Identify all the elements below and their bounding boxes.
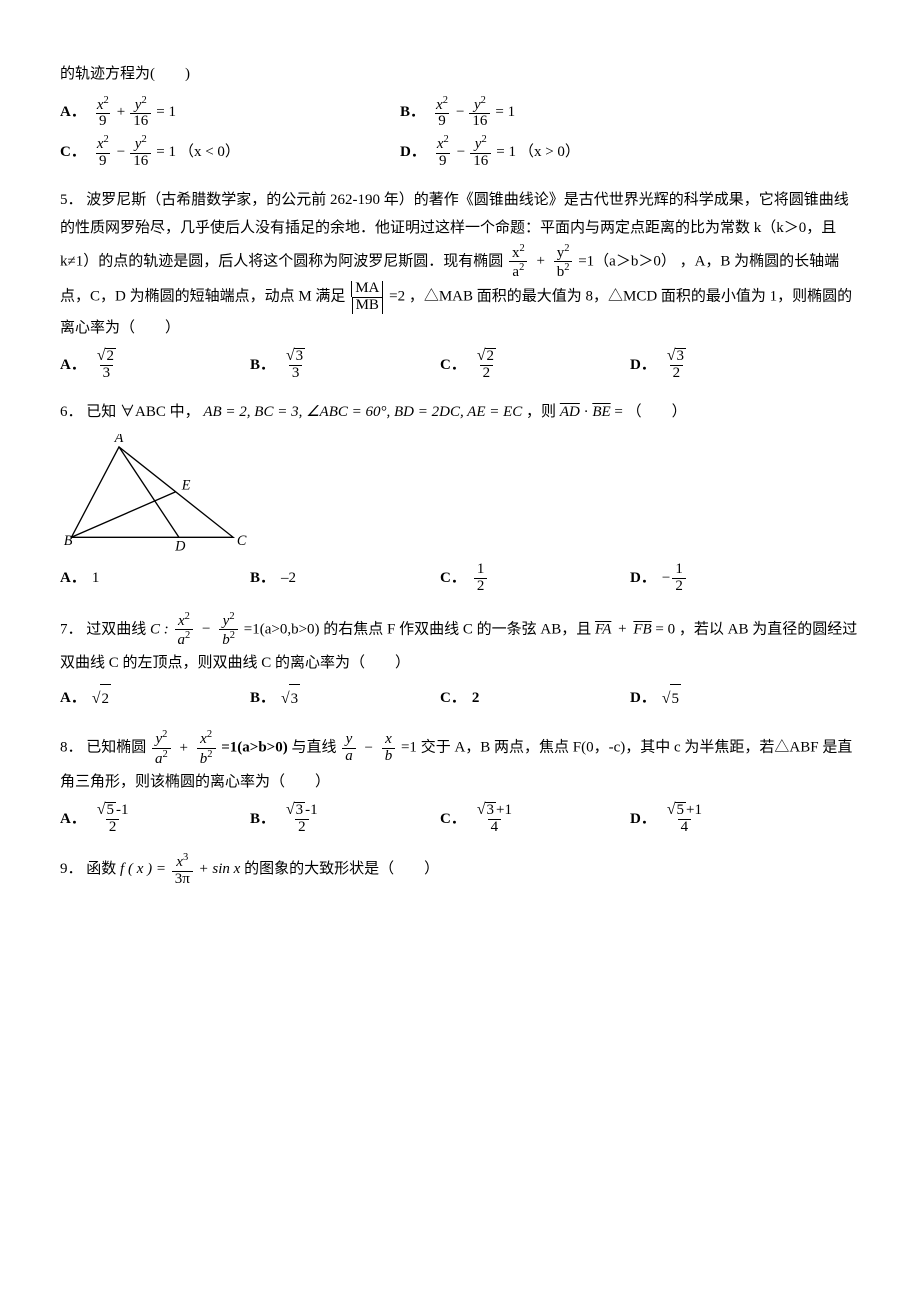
q8-t2: 与直线	[291, 740, 336, 756]
q5-choice-c: C． 22	[440, 348, 630, 382]
q7-choice-b: B． 3	[250, 684, 440, 714]
q8-choice-a: A． 5-12	[60, 802, 250, 836]
q4-choices: A． x29 + y216 = 1 B． x29 − y216 = 1 C． x…	[60, 95, 860, 174]
q8-num: 8．	[60, 740, 83, 756]
q6-t1: 已知 ∀ABC 中，	[86, 404, 199, 420]
q7-choice-a: A． 2	[60, 684, 250, 714]
svg-text:E: E	[181, 478, 191, 494]
q6: 6． 已知 ∀ABC 中， AB = 2, BC = 3, ∠ABC = 60°…	[60, 398, 860, 427]
q8-choice-b: B． 3-12	[250, 802, 440, 836]
q6-t2: ，则	[526, 404, 556, 420]
q4-choice-b: B． x29 − y216 = 1	[400, 95, 740, 131]
q7: 7． 过双曲线 C : x2a2 − y2b2 =1(a>0,b>0) 的右焦点…	[60, 611, 860, 678]
q4-choice-d: D． x29 − y216 = 1 （x > 0）	[400, 134, 740, 170]
q6-cond: AB = 2, BC = 3, ∠ABC = 60°, BD = 2DC, AE…	[203, 404, 522, 420]
q6-choice-a: A． 1	[60, 562, 250, 595]
q7-choice-d: D． 5	[630, 684, 820, 714]
svg-text:C: C	[237, 533, 247, 549]
svg-text:D: D	[174, 539, 186, 554]
q8-choice-c: C． 3+14	[440, 802, 630, 836]
q4-intro-text: 的轨迹方程为( )	[60, 60, 190, 89]
q4-choice-c: C． x29 − y216 = 1 （x < 0）	[60, 134, 400, 170]
q7-t2: 的右焦点 F 作双曲线 C 的一条弦 AB，且	[323, 621, 591, 637]
svg-text:A: A	[114, 434, 124, 446]
q4-choice-a: A． x29 + y216 = 1	[60, 95, 400, 131]
q6-choices: A． 1 B． –2 C． 12 D． − 12	[60, 562, 860, 599]
q8-t1: 已知椭圆	[86, 740, 146, 756]
q5-choice-b: B． 33	[250, 348, 440, 382]
q7-choice-c: C． 2	[440, 684, 630, 714]
q8-choice-d: D． 5+14	[630, 802, 820, 836]
q5-choices: A． 23 B． 33 C． 22 D． 32	[60, 348, 860, 386]
q7-num: 7．	[60, 621, 83, 637]
q4-intro: 的轨迹方程为( )	[60, 60, 860, 89]
q9-t2: 的图象的大致形状是（ ）	[244, 861, 439, 877]
svg-text:B: B	[64, 533, 73, 549]
q8: 8． 已知椭圆 y2a2 + x2b2 =1(a>b>0) 与直线 ya − x…	[60, 729, 860, 796]
q9: 9． 函数 f ( x ) = x33π + sin x 的图象的大致形状是（ …	[60, 852, 860, 888]
q6-choice-b: B． –2	[250, 562, 440, 595]
q6-choice-d: D． − 12	[630, 562, 820, 595]
q6-triangle: A B C D E	[60, 434, 255, 554]
q6-t3: = （ ）	[614, 404, 686, 420]
q7-t1: 过双曲线	[86, 621, 146, 637]
q5: 5． 波罗尼斯（古希腊数学家，的公元前 262-190 年）的著作《圆锥曲线论》…	[60, 186, 860, 343]
q5-choice-a: A． 23	[60, 348, 250, 382]
q9-t1: 函数	[86, 861, 116, 877]
q6-choice-c: C． 12	[440, 562, 630, 595]
q9-num: 9．	[60, 861, 83, 877]
q5-choice-d: D． 32	[630, 348, 820, 382]
q5-num: 5．	[60, 192, 83, 208]
q8-choices: A． 5-12 B． 3-12 C． 3+14 D． 5+14	[60, 802, 860, 840]
q6-num: 6．	[60, 404, 83, 420]
q7-choices: A． 2 B． 3 C． 2 D． 5	[60, 684, 860, 718]
